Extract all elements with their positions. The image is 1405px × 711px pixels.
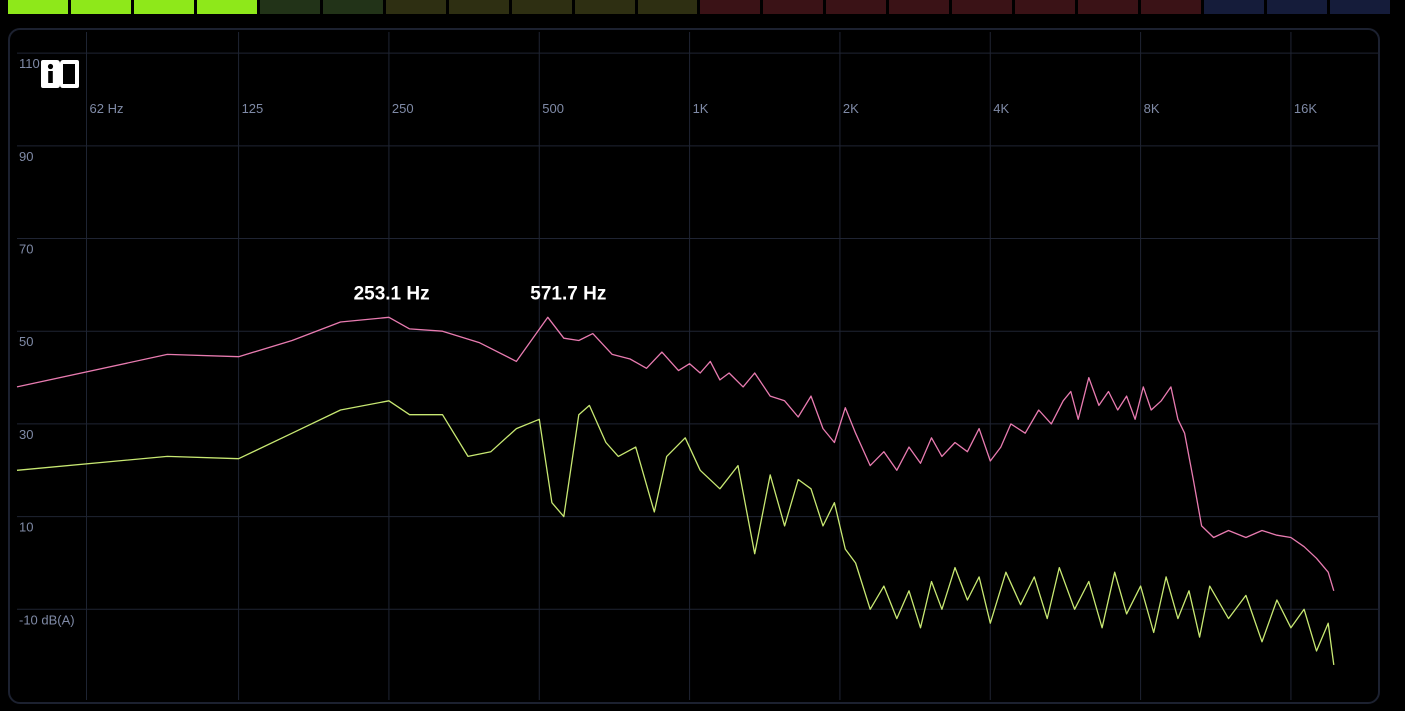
level-segment [952, 0, 1013, 14]
y-tick-label: 50 [19, 334, 33, 349]
level-segment [385, 0, 446, 14]
y-tick-label: 110 [19, 56, 40, 71]
level-segment [637, 0, 698, 14]
level-segment [763, 0, 824, 14]
level-segment [133, 0, 194, 14]
level-segment [196, 0, 257, 14]
info-button[interactable] [36, 58, 84, 90]
spectrum-panel [8, 28, 1380, 704]
level-segment [826, 0, 887, 14]
level-segment [259, 0, 320, 14]
level-segment [322, 0, 383, 14]
x-tick-label: 8K [1144, 101, 1160, 116]
level-segment [574, 0, 635, 14]
series-lines [16, 316, 1335, 665]
level-meter [8, 0, 1390, 18]
level-segment [1141, 0, 1202, 14]
y-tick-label: 10 [19, 520, 33, 535]
y-tick-labels: 110 90 70 50 30 10 -10 dB(A) [19, 56, 75, 627]
level-segment [8, 0, 68, 14]
level-segment [70, 0, 131, 14]
level-segment [1078, 0, 1139, 14]
x-tick-label: 16K [1294, 101, 1317, 116]
x-tick-label: 4K [993, 101, 1009, 116]
y-tick-label: -10 dB(A) [19, 612, 75, 627]
x-tick-label: 1K [693, 101, 709, 116]
x-tick-label: 2K [843, 101, 859, 116]
level-segment [1267, 0, 1328, 14]
peak-annotations: 253.1 Hz 571.7 Hz [354, 283, 607, 304]
x-tick-label: 500 [542, 101, 564, 116]
level-segment [1204, 0, 1265, 14]
pink-spectrum-line [16, 316, 1335, 591]
level-segment [700, 0, 761, 14]
level-segment [1015, 0, 1076, 14]
peak-label: 571.7 Hz [530, 283, 606, 304]
green-spectrum-line [16, 400, 1335, 665]
y-tick-label: 70 [19, 242, 33, 257]
x-tick-label: 125 [242, 101, 264, 116]
peak-label: 253.1 Hz [354, 283, 430, 304]
x-tick-label: 250 [392, 101, 414, 116]
level-segment [889, 0, 950, 14]
level-segment [448, 0, 509, 14]
level-segment [1330, 0, 1390, 14]
y-tick-label: 90 [19, 149, 33, 164]
book-info-icon [41, 60, 79, 88]
x-tick-labels: 62 Hz 125 250 500 1K 2K 4K 8K 16K [90, 101, 1318, 116]
level-segment [511, 0, 572, 14]
y-tick-label: 30 [19, 427, 33, 442]
grid-lines [17, 32, 1378, 700]
x-tick-label: 62 Hz [90, 101, 124, 116]
